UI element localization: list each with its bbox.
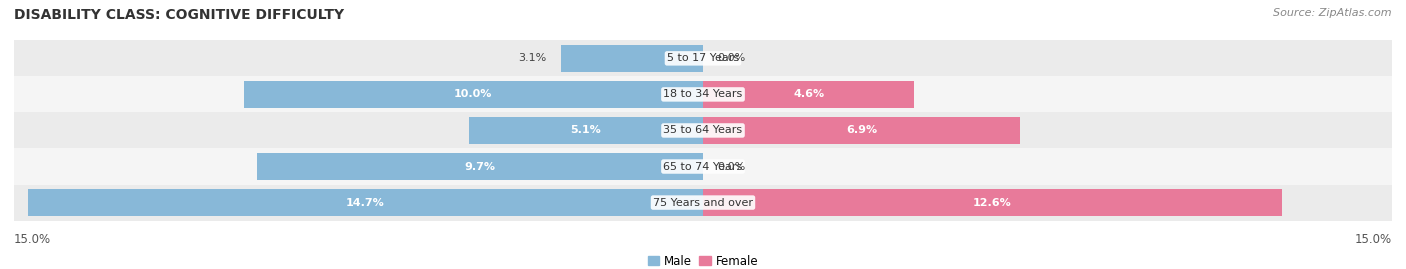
Text: 12.6%: 12.6% [973,197,1012,208]
Bar [14,185,1392,221]
Text: 0.0%: 0.0% [717,53,745,63]
Text: 3.1%: 3.1% [519,53,547,63]
Bar [14,40,1392,76]
Text: 75 Years and over: 75 Years and over [652,197,754,208]
Text: 4.6%: 4.6% [793,89,824,100]
Bar [14,112,1392,148]
Text: 65 to 74 Years: 65 to 74 Years [664,161,742,172]
Bar [28,189,703,216]
Text: 15.0%: 15.0% [1355,233,1392,246]
Bar [14,148,1392,185]
Text: 0.0%: 0.0% [717,161,745,172]
Text: Source: ZipAtlas.com: Source: ZipAtlas.com [1274,8,1392,18]
Bar [14,76,1392,112]
Bar [257,153,703,180]
Bar [468,117,703,144]
Text: 15.0%: 15.0% [14,233,51,246]
Text: 5 to 17 Years: 5 to 17 Years [666,53,740,63]
Legend: Male, Female: Male, Female [643,250,763,269]
Bar [703,81,914,108]
Bar [703,117,1019,144]
Text: 6.9%: 6.9% [846,125,877,136]
Text: DISABILITY CLASS: COGNITIVE DIFFICULTY: DISABILITY CLASS: COGNITIVE DIFFICULTY [14,8,344,22]
Bar [561,45,703,72]
Text: 5.1%: 5.1% [571,125,602,136]
Text: 14.7%: 14.7% [346,197,385,208]
Bar [243,81,703,108]
Bar [703,189,1282,216]
Text: 18 to 34 Years: 18 to 34 Years [664,89,742,100]
Text: 9.7%: 9.7% [465,161,496,172]
Text: 35 to 64 Years: 35 to 64 Years [664,125,742,136]
Text: 10.0%: 10.0% [454,89,492,100]
